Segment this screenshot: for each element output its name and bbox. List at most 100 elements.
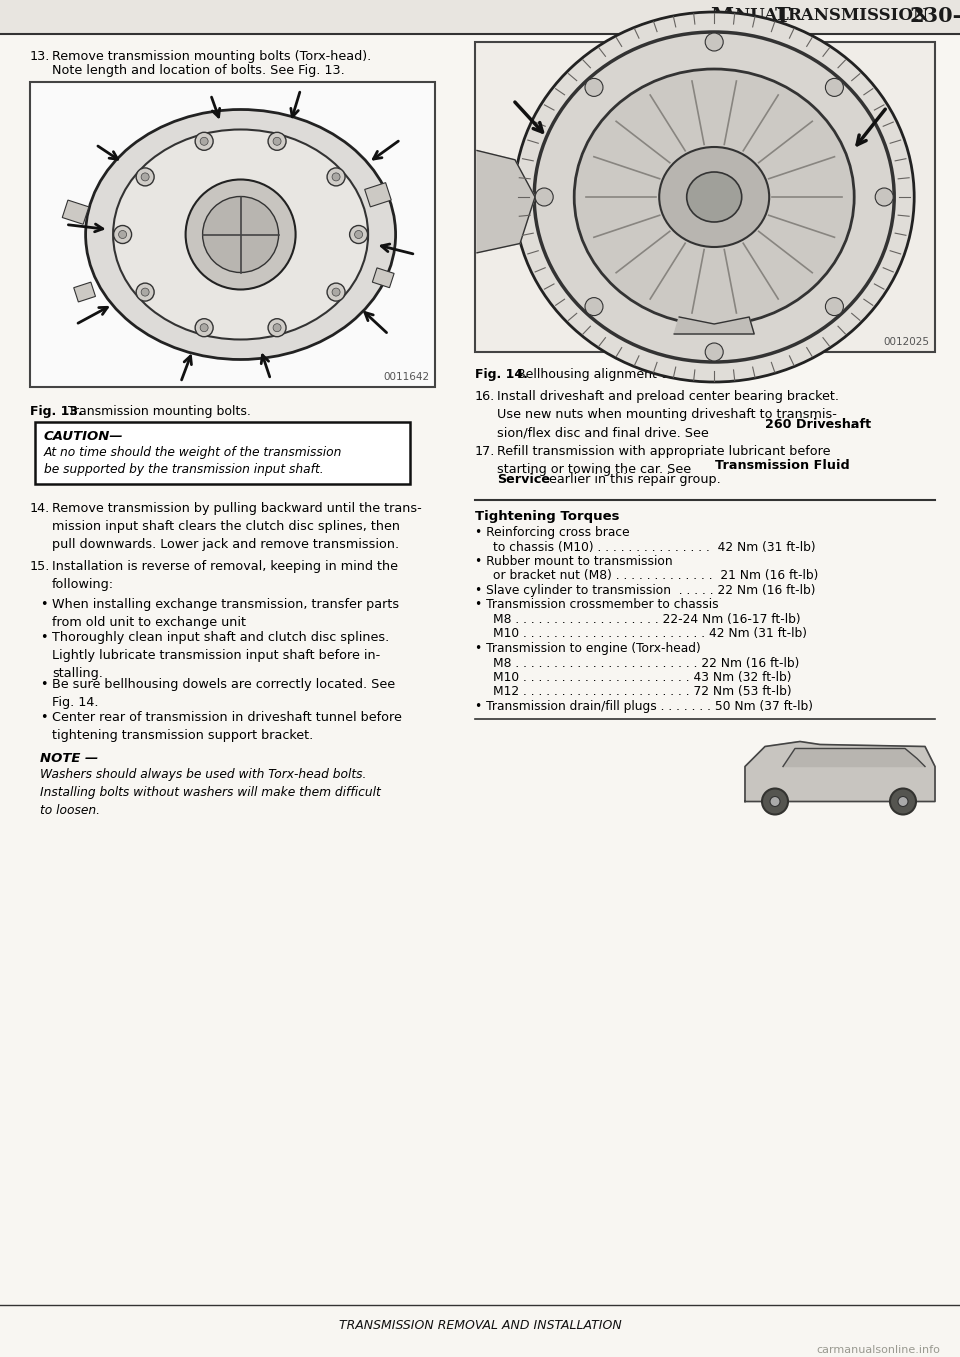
Text: • Reinforcing cross brace: • Reinforcing cross brace: [475, 527, 630, 539]
Circle shape: [890, 788, 916, 814]
Ellipse shape: [686, 172, 742, 223]
Text: 17.: 17.: [475, 445, 495, 459]
Text: Fig. 14.: Fig. 14.: [475, 368, 528, 381]
Text: Center rear of transmission in driveshaft tunnel before
tightening transmission : Center rear of transmission in driveshaf…: [52, 711, 402, 742]
Circle shape: [136, 168, 155, 186]
Bar: [372, 267, 395, 288]
Text: M: M: [710, 5, 733, 26]
Text: ANUAL: ANUAL: [722, 8, 789, 24]
Text: M8 . . . . . . . . . . . . . . . . . . . 22-24 Nm (16-17 ft-lb): M8 . . . . . . . . . . . . . . . . . . .…: [493, 613, 801, 626]
Circle shape: [273, 324, 281, 331]
Circle shape: [349, 225, 368, 243]
Text: .: .: [850, 418, 854, 432]
Bar: [365, 183, 392, 206]
Bar: [475, 42, 935, 351]
Circle shape: [136, 284, 155, 301]
Text: to chassis (M10) . . . . . . . . . . . . . . .  42 Nm (31 ft-lb): to chassis (M10) . . . . . . . . . . . .…: [493, 540, 816, 554]
Circle shape: [876, 189, 893, 206]
Circle shape: [770, 797, 780, 806]
Text: Service: Service: [497, 474, 550, 486]
Circle shape: [826, 297, 844, 316]
Polygon shape: [783, 749, 925, 767]
Text: Installation is reverse of removal, keeping in mind the
following:: Installation is reverse of removal, keep…: [52, 560, 398, 592]
Text: Install driveshaft and preload center bearing bracket.
Use new nuts when mountin: Install driveshaft and preload center be…: [497, 389, 839, 440]
Circle shape: [332, 172, 340, 180]
Text: 260 Driveshaft: 260 Driveshaft: [765, 418, 871, 432]
Text: • Transmission to engine (Torx-head): • Transmission to engine (Torx-head): [475, 642, 701, 655]
Text: • Transmission crossmember to chassis: • Transmission crossmember to chassis: [475, 598, 719, 612]
Circle shape: [585, 79, 603, 96]
Ellipse shape: [660, 147, 769, 247]
Circle shape: [536, 189, 553, 206]
Text: Note length and location of bolts. See Fig. 13.: Note length and location of bolts. See F…: [52, 64, 345, 77]
Bar: [74, 282, 95, 303]
Circle shape: [268, 132, 286, 151]
Circle shape: [706, 33, 723, 52]
Text: When installing exchange transmission, transfer parts
from old unit to exchange : When installing exchange transmission, t…: [52, 598, 399, 630]
Polygon shape: [477, 151, 535, 252]
Polygon shape: [674, 318, 755, 334]
Circle shape: [268, 319, 286, 337]
Ellipse shape: [574, 69, 854, 324]
Text: earlier in this repair group.: earlier in this repair group.: [545, 474, 721, 486]
Circle shape: [195, 132, 213, 151]
Text: M12 . . . . . . . . . . . . . . . . . . . . . . 72 Nm (53 ft-lb): M12 . . . . . . . . . . . . . . . . . . …: [493, 685, 792, 699]
Text: • Transmission drain/fill plugs . . . . . . . 50 Nm (37 ft-lb): • Transmission drain/fill plugs . . . . …: [475, 700, 813, 712]
Text: RANSMISSION: RANSMISSION: [787, 8, 928, 24]
Ellipse shape: [515, 12, 914, 383]
Circle shape: [898, 797, 908, 806]
Text: 0012025: 0012025: [883, 337, 929, 347]
Text: ).: ).: [737, 368, 746, 381]
Ellipse shape: [113, 129, 368, 339]
Circle shape: [185, 179, 296, 289]
Text: Remove transmission mounting bolts (Torx-head).: Remove transmission mounting bolts (Torx…: [52, 50, 372, 62]
Text: TRANSMISSION REMOVAL AND INSTALLATION: TRANSMISSION REMOVAL AND INSTALLATION: [339, 1319, 621, 1333]
Circle shape: [332, 288, 340, 296]
Text: M10 . . . . . . . . . . . . . . . . . . . . . . 43 Nm (32 ft-lb): M10 . . . . . . . . . . . . . . . . . . …: [493, 670, 791, 684]
Text: Bellhousing alignment dowels (: Bellhousing alignment dowels (: [517, 368, 713, 381]
Circle shape: [327, 284, 345, 301]
Text: Transmission mounting bolts.: Transmission mounting bolts.: [68, 404, 251, 418]
Text: Thoroughly clean input shaft and clutch disc splines.
Lightly lubricate transmis: Thoroughly clean input shaft and clutch …: [52, 631, 389, 680]
Text: Fig. 13.: Fig. 13.: [30, 404, 83, 418]
Text: 14.: 14.: [30, 502, 50, 516]
Text: •: •: [40, 678, 47, 691]
Text: 230-7: 230-7: [910, 5, 960, 26]
Circle shape: [113, 225, 132, 243]
Text: • Slave cylinder to transmission  . . . . . 22 Nm (16 ft-lb): • Slave cylinder to transmission . . . .…: [475, 584, 815, 597]
Bar: [62, 199, 89, 224]
Circle shape: [141, 172, 149, 180]
Circle shape: [195, 319, 213, 337]
Circle shape: [585, 297, 603, 316]
Circle shape: [826, 79, 844, 96]
Text: T: T: [775, 5, 791, 26]
Text: M8 . . . . . . . . . . . . . . . . . . . . . . . . 22 Nm (16 ft-lb): M8 . . . . . . . . . . . . . . . . . . .…: [493, 657, 800, 669]
Text: Transmission Fluid: Transmission Fluid: [715, 459, 850, 472]
Text: Refill transmission with appropriate lubricant before
starting or towing the car: Refill transmission with appropriate lub…: [497, 445, 830, 476]
Text: 13.: 13.: [30, 50, 50, 62]
Circle shape: [354, 231, 363, 239]
Text: arrows: arrows: [697, 368, 745, 381]
Text: or bracket nut (M8) . . . . . . . . . . . . .  21 Nm (16 ft-lb): or bracket nut (M8) . . . . . . . . . . …: [493, 570, 818, 582]
Text: Remove transmission by pulling backward until the trans-
mission input shaft cle: Remove transmission by pulling backward …: [52, 502, 421, 551]
Text: Washers should always be used with Torx-head bolts.
Installing bolts without was: Washers should always be used with Torx-…: [40, 768, 381, 817]
Circle shape: [706, 343, 723, 361]
Ellipse shape: [534, 33, 894, 362]
Circle shape: [273, 137, 281, 145]
Circle shape: [141, 288, 149, 296]
Text: carmanualsonline.info: carmanualsonline.info: [816, 1345, 940, 1356]
Text: 0011642: 0011642: [383, 372, 429, 383]
Text: •: •: [40, 598, 47, 611]
Ellipse shape: [85, 110, 396, 360]
Text: •: •: [40, 711, 47, 725]
Bar: [30, 81, 435, 387]
Text: Tightening Torques: Tightening Torques: [475, 510, 619, 522]
Polygon shape: [745, 741, 935, 802]
Circle shape: [327, 168, 345, 186]
Circle shape: [762, 788, 788, 814]
Circle shape: [203, 197, 278, 273]
Bar: [0, 0, 960, 33]
Text: 15.: 15.: [30, 560, 50, 573]
Text: M10 . . . . . . . . . . . . . . . . . . . . . . . . 42 Nm (31 ft-lb): M10 . . . . . . . . . . . . . . . . . . …: [493, 627, 807, 641]
Circle shape: [119, 231, 127, 239]
